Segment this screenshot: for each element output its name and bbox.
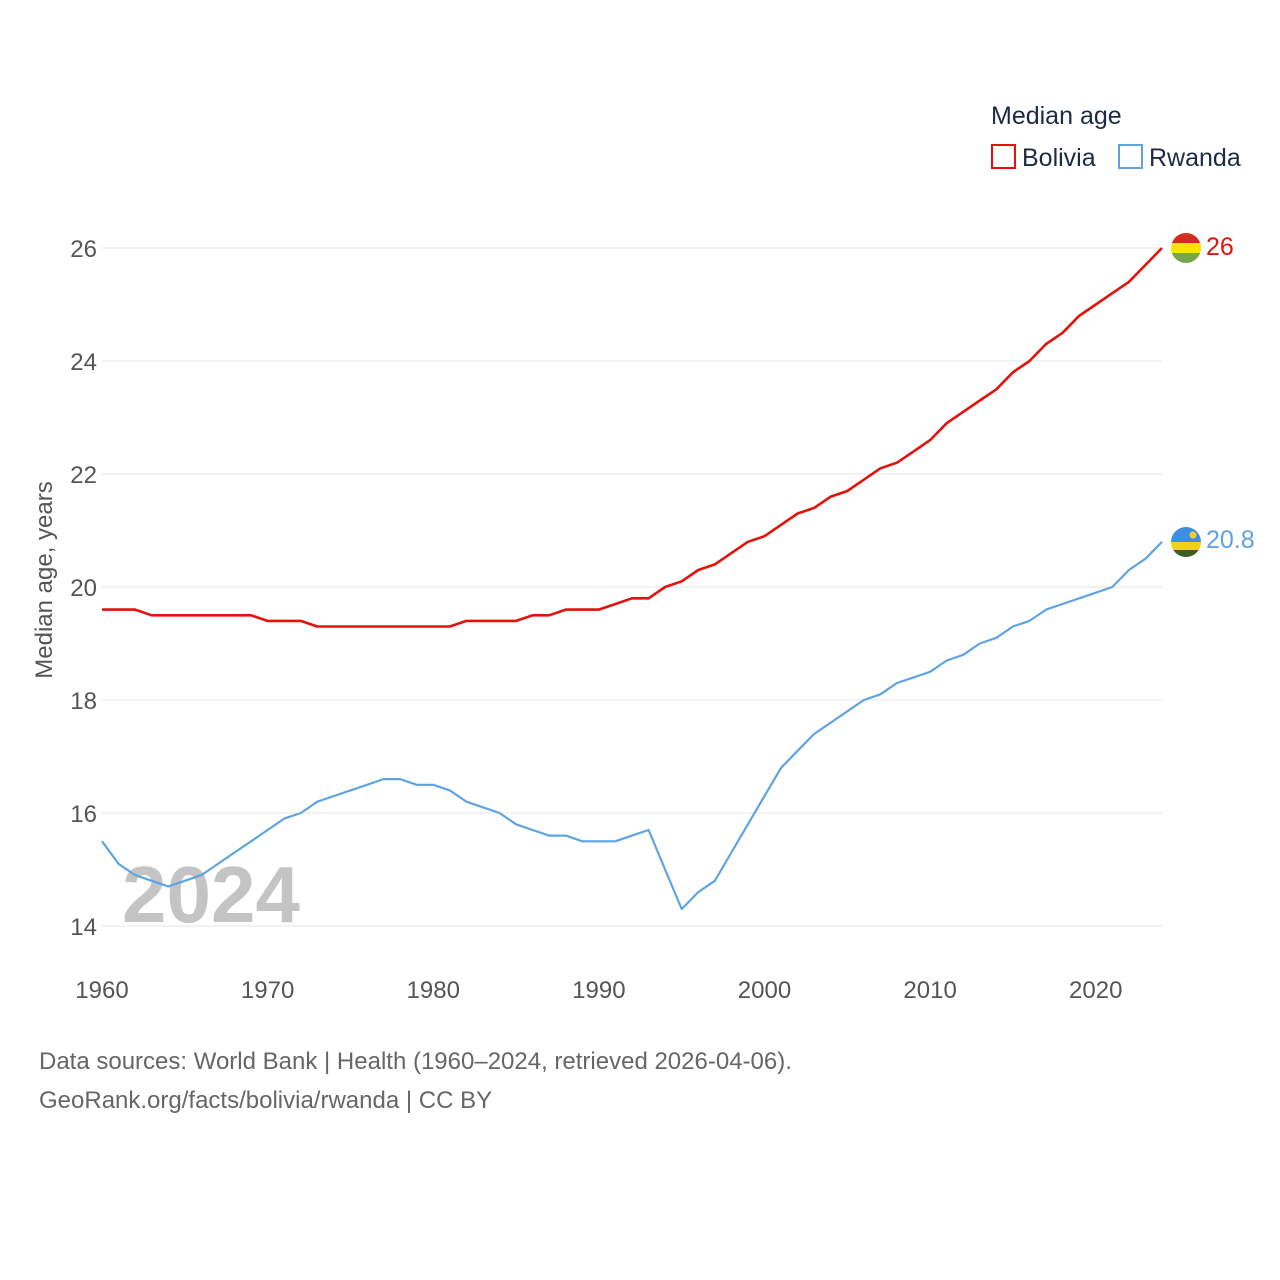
y-tick-label: 18: [70, 688, 97, 715]
end-label-bolivia: 26: [1206, 233, 1234, 261]
source-line-1: Data sources: World Bank | Health (1960–…: [39, 1048, 792, 1075]
bolivia-flag-icon: [1171, 233, 1201, 263]
y-tick-label: 20: [70, 575, 97, 602]
legend-label-bolivia[interactable]: Bolivia: [1022, 144, 1096, 172]
x-axis-ticks: 1960 1970 1980 1990 2000 2010 2020: [75, 977, 1122, 1004]
legend-title: Median age: [991, 102, 1122, 130]
legend-swatch-bolivia[interactable]: [991, 144, 1016, 169]
gridlines: [102, 247, 1162, 927]
legend: Median age Bolivia Rwanda: [991, 102, 1241, 172]
x-tick-label: 2020: [1069, 977, 1122, 1004]
x-tick-label: 1970: [241, 977, 294, 1004]
x-tick-label: 2000: [738, 977, 791, 1004]
series-line-bolivia[interactable]: [102, 247, 1163, 628]
x-tick-label: 1980: [407, 977, 460, 1004]
x-tick-label: 2010: [903, 977, 956, 1004]
series-lines: [101, 247, 1163, 911]
sun-icon: [1189, 531, 1197, 539]
x-tick-label: 1960: [75, 977, 128, 1004]
year-watermark: 2024: [122, 850, 300, 939]
rwanda-flag-icon: [1171, 527, 1201, 557]
x-tick-label: 1990: [572, 977, 625, 1004]
source-line-2[interactable]: GeoRank.org/facts/bolivia/rwanda | CC BY: [39, 1087, 492, 1114]
legend-swatch-rwanda[interactable]: [1118, 144, 1143, 169]
legend-label-rwanda[interactable]: Rwanda: [1149, 144, 1241, 172]
series-line-rwanda[interactable]: [101, 541, 1163, 911]
y-tick-label: 24: [70, 349, 97, 376]
y-tick-label: 26: [70, 236, 97, 263]
y-axis-label: Median age, years: [31, 481, 58, 678]
y-tick-label: 22: [70, 462, 97, 489]
y-tick-label: 16: [70, 801, 97, 828]
end-label-rwanda: 20.8: [1206, 526, 1255, 554]
y-axis-ticks: 14 16 18 20 22 24 26: [70, 236, 97, 941]
y-tick-label: 14: [70, 914, 97, 941]
